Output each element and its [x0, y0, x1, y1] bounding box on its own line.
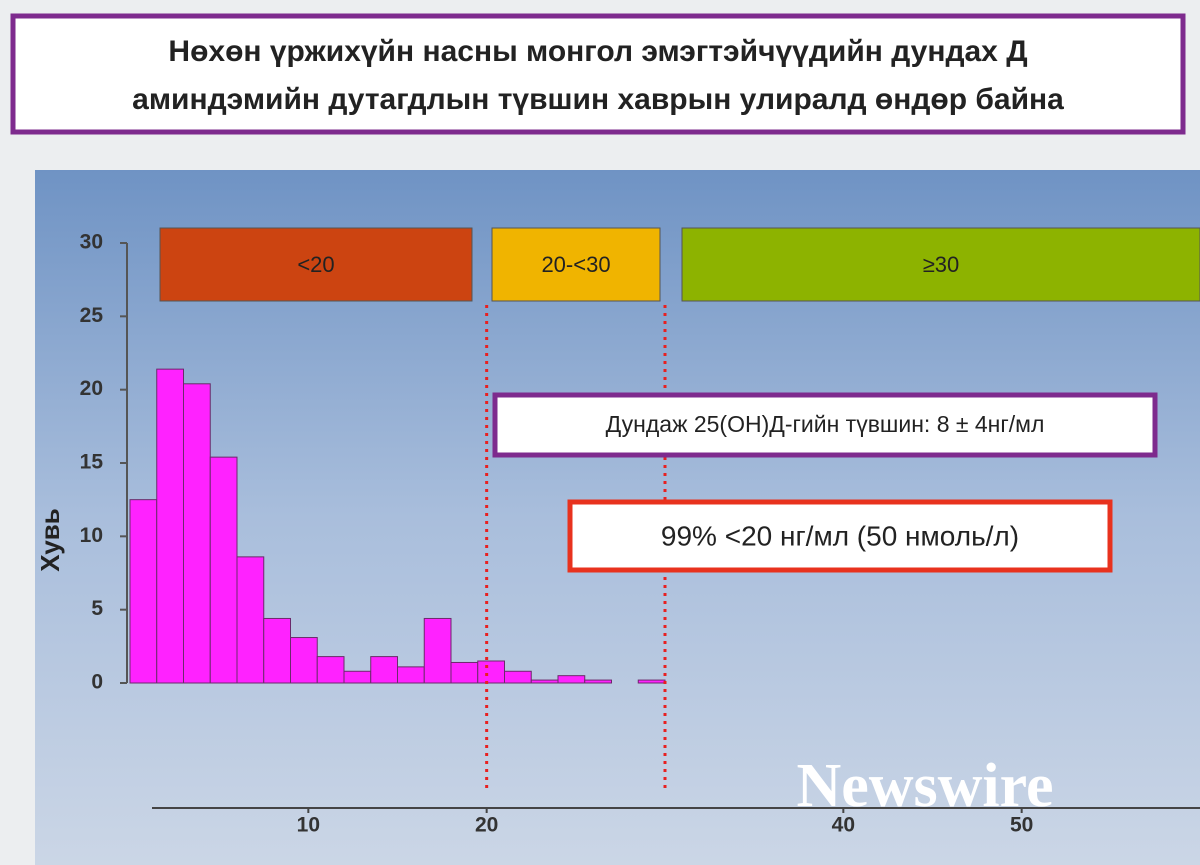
annotation: 99% <20 нг/мл (50 нмоль/л)	[661, 520, 1019, 551]
x-tick-label: 40	[832, 814, 855, 837]
range-box	[491, 227, 661, 302]
bar	[290, 637, 318, 684]
bar	[423, 617, 452, 684]
title-line: Нөхөн үржихүйн насны монгол эмэгтэйчүүди…	[168, 35, 1027, 68]
watermark: Newswire	[796, 752, 1053, 820]
bar	[156, 368, 184, 684]
bar	[343, 670, 372, 684]
y-tick-label: 10	[80, 524, 103, 547]
range-box	[681, 227, 1200, 302]
bar	[183, 383, 211, 684]
x-tick-label: 50	[1010, 814, 1033, 837]
y-tick-label: 5	[91, 597, 103, 620]
bar	[450, 661, 479, 684]
range-label: 20-<30	[541, 252, 610, 277]
y-tick-label: 20	[80, 377, 103, 400]
range-box	[159, 227, 473, 302]
bar	[637, 679, 666, 684]
bar	[530, 679, 559, 684]
annotation: Дундаж 25(OH)Д-гийн түвшин: 8 ± 4нг/мл	[606, 411, 1045, 437]
x-tick-label: 20	[475, 814, 498, 837]
range-label: ≥30	[923, 252, 960, 277]
bar	[584, 679, 612, 684]
bar	[209, 456, 238, 684]
annotation-box	[567, 499, 1113, 573]
y-tick-label: 30	[80, 231, 103, 254]
x-tick-label: 10	[297, 814, 320, 837]
bar	[129, 499, 158, 684]
bar	[477, 660, 505, 684]
y-axis-label: Хувь	[35, 508, 65, 571]
annotation-box	[492, 392, 1158, 458]
y-tick-label: 0	[91, 671, 103, 694]
bar	[557, 675, 586, 684]
bar	[370, 656, 398, 684]
y-tick-label: 25	[80, 304, 104, 327]
title-line: аминдэмийн дутагдлын түвшин хаврын улира…	[132, 83, 1064, 116]
bar	[236, 556, 265, 684]
bar	[316, 656, 345, 684]
y-tick-label: 15	[80, 451, 104, 474]
range-label: <20	[297, 252, 334, 277]
bar	[397, 666, 425, 684]
title-box	[10, 13, 1186, 135]
bar	[504, 670, 532, 684]
bar	[263, 617, 291, 684]
